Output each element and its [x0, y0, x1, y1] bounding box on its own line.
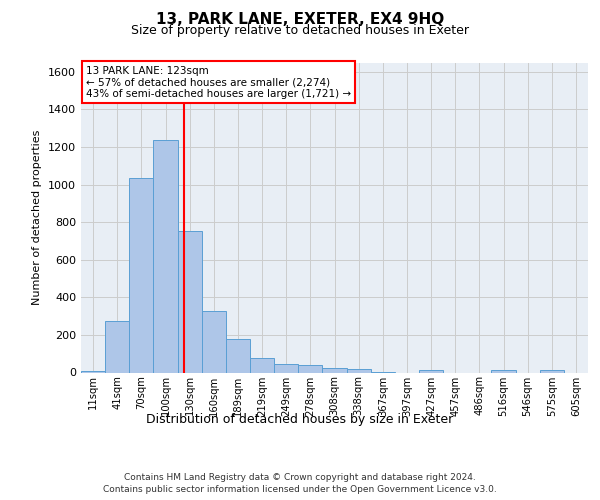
- Bar: [105, 321, 129, 372]
- Bar: [347, 369, 371, 372]
- Text: Size of property relative to detached houses in Exeter: Size of property relative to detached ho…: [131, 24, 469, 37]
- Bar: [250, 358, 274, 372]
- Bar: [129, 178, 154, 372]
- Bar: [419, 370, 443, 372]
- Bar: [226, 338, 250, 372]
- Bar: [81, 370, 105, 372]
- Text: Distribution of detached houses by size in Exeter: Distribution of detached houses by size …: [146, 412, 454, 426]
- Text: 13, PARK LANE, EXETER, EX4 9HQ: 13, PARK LANE, EXETER, EX4 9HQ: [156, 12, 444, 28]
- Text: Contains HM Land Registry data © Crown copyright and database right 2024.: Contains HM Land Registry data © Crown c…: [124, 472, 476, 482]
- Text: Contains public sector information licensed under the Open Government Licence v3: Contains public sector information licen…: [103, 485, 497, 494]
- Bar: [154, 140, 178, 372]
- Bar: [202, 312, 226, 372]
- Bar: [298, 366, 322, 372]
- Bar: [274, 364, 298, 372]
- Text: 13 PARK LANE: 123sqm
← 57% of detached houses are smaller (2,274)
43% of semi-de: 13 PARK LANE: 123sqm ← 57% of detached h…: [86, 66, 351, 99]
- Bar: [491, 370, 515, 372]
- Bar: [540, 370, 564, 372]
- Bar: [178, 230, 202, 372]
- Bar: [322, 368, 347, 372]
- Y-axis label: Number of detached properties: Number of detached properties: [32, 130, 43, 305]
